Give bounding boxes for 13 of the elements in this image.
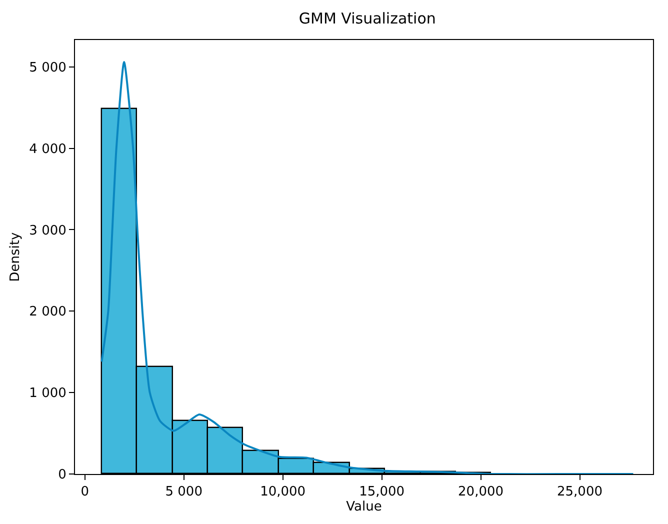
- text: 15,000: [359, 484, 405, 500]
- y-tick-label: 2 000: [29, 304, 66, 320]
- y-tick-label: 4 000: [29, 142, 66, 157]
- y-tick-label: 5 000: [29, 60, 66, 76]
- text: 25,000: [557, 484, 603, 500]
- text: 20,000: [458, 484, 504, 500]
- x-axis-title: Value: [346, 500, 382, 515]
- y-tick-label: 0: [58, 468, 66, 483]
- text: 10,000: [260, 484, 306, 500]
- chart-title: GMM Visualization: [298, 10, 436, 28]
- y-tick-label: 3 000: [29, 223, 66, 238]
- y-axis-title: Density: [8, 232, 24, 282]
- y-tick-label: 1 000: [29, 386, 66, 402]
